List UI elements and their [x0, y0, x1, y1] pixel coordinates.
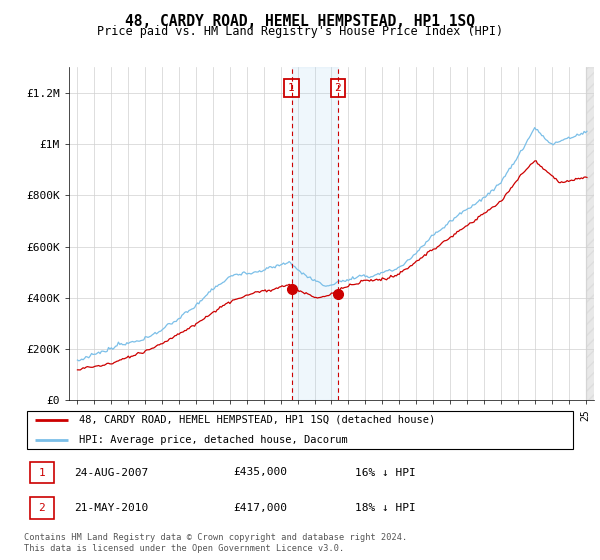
Text: 24-AUG-2007: 24-AUG-2007 — [74, 468, 148, 478]
Text: 1: 1 — [38, 468, 46, 478]
FancyBboxPatch shape — [29, 497, 55, 519]
FancyBboxPatch shape — [29, 462, 55, 483]
Text: 2: 2 — [335, 83, 341, 93]
Text: 21-MAY-2010: 21-MAY-2010 — [74, 503, 148, 513]
Text: 2: 2 — [38, 503, 46, 513]
Text: £435,000: £435,000 — [234, 468, 288, 478]
Bar — [292, 67, 338, 400]
Text: £417,000: £417,000 — [234, 503, 288, 513]
Text: HPI: Average price, detached house, Dacorum: HPI: Average price, detached house, Daco… — [79, 435, 348, 445]
FancyBboxPatch shape — [27, 411, 573, 449]
Text: 1: 1 — [288, 83, 295, 93]
Text: 18% ↓ HPI: 18% ↓ HPI — [355, 503, 416, 513]
Text: 48, CARDY ROAD, HEMEL HEMPSTEAD, HP1 1SQ: 48, CARDY ROAD, HEMEL HEMPSTEAD, HP1 1SQ — [125, 14, 475, 29]
Text: Price paid vs. HM Land Registry's House Price Index (HPI): Price paid vs. HM Land Registry's House … — [97, 25, 503, 38]
Text: Contains HM Land Registry data © Crown copyright and database right 2024.
This d: Contains HM Land Registry data © Crown c… — [24, 533, 407, 553]
Text: 16% ↓ HPI: 16% ↓ HPI — [355, 468, 416, 478]
Text: 48, CARDY ROAD, HEMEL HEMPSTEAD, HP1 1SQ (detached house): 48, CARDY ROAD, HEMEL HEMPSTEAD, HP1 1SQ… — [79, 415, 436, 424]
